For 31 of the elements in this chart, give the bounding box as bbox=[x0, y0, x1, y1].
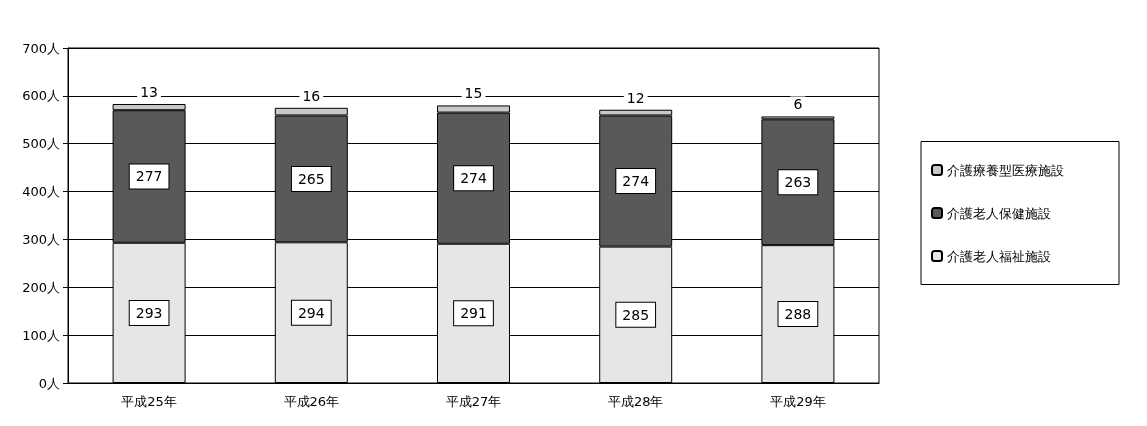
data-label: 277 bbox=[135, 168, 163, 185]
x-tick-label: 平成28年 bbox=[607, 394, 664, 409]
data-label: 16 bbox=[302, 87, 321, 104]
data-label: 13 bbox=[140, 83, 159, 100]
y-tick-label: 200人 bbox=[22, 279, 60, 295]
data-label: 263 bbox=[784, 174, 812, 191]
legend-label: 介護老人福祉施設 bbox=[947, 248, 1051, 264]
legend-label: 介護療養型医療施設 bbox=[947, 162, 1064, 178]
data-label: 293 bbox=[135, 304, 163, 321]
x-tick-label: 平成29年 bbox=[770, 394, 826, 409]
x-tick-label: 平成25年 bbox=[121, 394, 177, 409]
y-tick-label: 500人 bbox=[22, 136, 60, 152]
data-label: 294 bbox=[297, 304, 325, 321]
y-tick-label: 0人 bbox=[38, 375, 60, 391]
y-tick-label: 400人 bbox=[22, 184, 60, 200]
x-tick-label: 平成26年 bbox=[283, 394, 340, 409]
data-label: 288 bbox=[784, 306, 812, 323]
x-tick-label: 平成27年 bbox=[445, 394, 502, 409]
data-label: 12 bbox=[626, 89, 645, 106]
y-tick-label: 100人 bbox=[22, 327, 60, 343]
data-label: 274 bbox=[622, 173, 650, 190]
y-tick-label: 700人 bbox=[22, 40, 60, 56]
data-label: 285 bbox=[622, 306, 650, 323]
legend-label: 介護老人保健施設 bbox=[947, 205, 1051, 221]
data-label: 265 bbox=[297, 170, 325, 187]
data-label: 274 bbox=[460, 170, 487, 187]
y-tick-label: 600人 bbox=[22, 88, 60, 104]
data-label: 291 bbox=[460, 305, 487, 322]
data-label: 6 bbox=[793, 96, 803, 113]
data-label: 15 bbox=[464, 85, 483, 102]
y-tick-label: 300人 bbox=[22, 231, 60, 247]
